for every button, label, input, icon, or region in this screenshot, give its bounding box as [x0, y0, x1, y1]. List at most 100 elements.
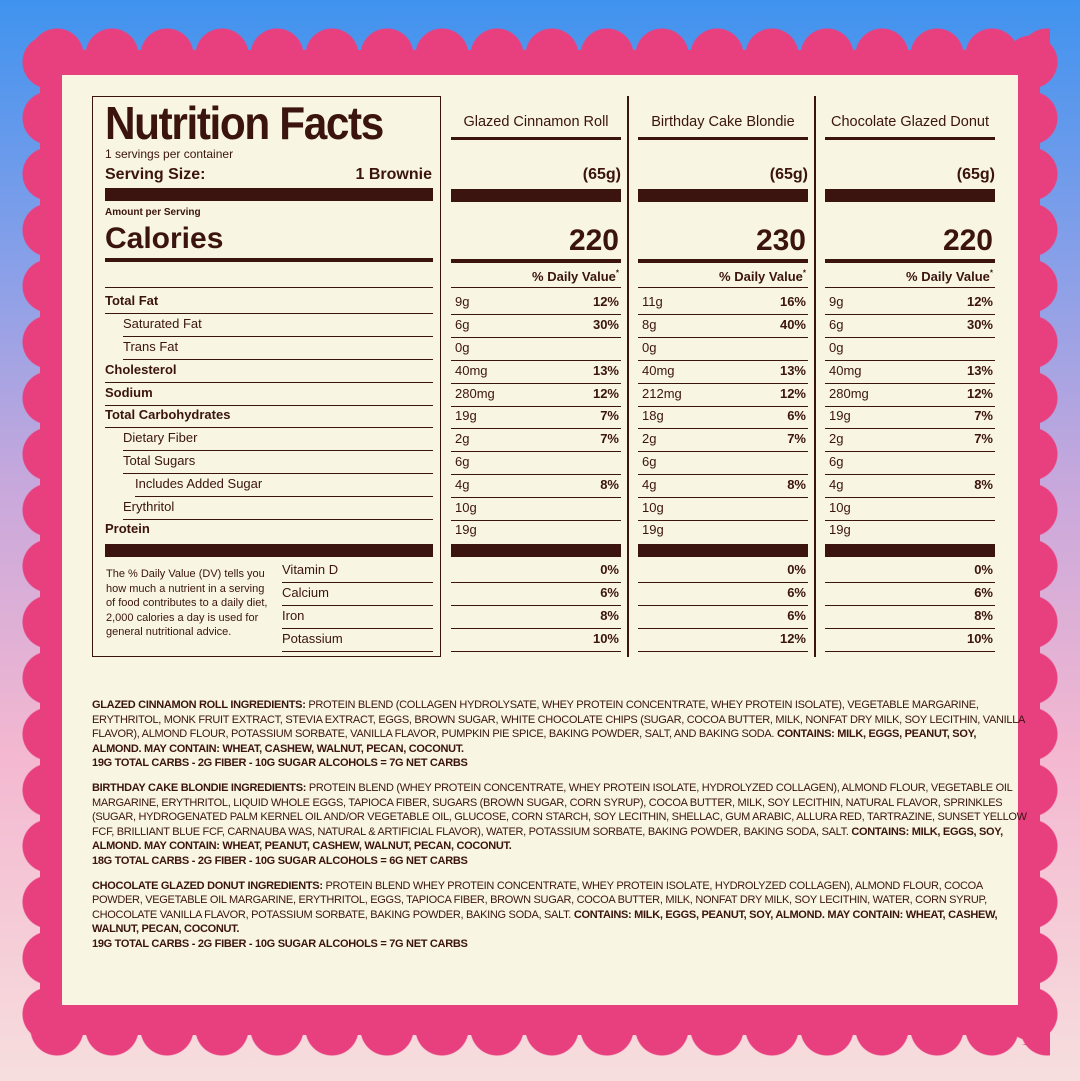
rule — [825, 605, 995, 606]
daily-value-percent: 7% — [600, 431, 619, 446]
rule — [638, 383, 808, 384]
rule — [825, 137, 995, 140]
allergen-statement: Contains: Milk, Eggs, Peanut, Soy, Almon… — [92, 728, 977, 755]
ingredients-block: Chocolate Glazed Donut Ingredients: Prot… — [92, 879, 1027, 952]
daily-value-percent: 13% — [592, 363, 619, 378]
servings-per-container: 1 servings per container — [105, 147, 234, 161]
nutrient-amount: 6g — [455, 317, 470, 332]
net-carbs: 18G Total Carbs - 2G Fiber - 10G Sugar A… — [92, 854, 468, 867]
vitamin-percent: 8% — [600, 608, 619, 623]
nutrient-amount: 0g — [829, 340, 844, 355]
vitamin-percent: 0% — [600, 562, 619, 577]
rule — [825, 406, 995, 407]
daily-value-percent: 6% — [787, 408, 806, 423]
vitamin-percent: 0% — [974, 562, 993, 577]
nutrient-label: Total Fat — [105, 293, 159, 308]
rule — [638, 628, 808, 629]
rule — [451, 474, 621, 475]
nutrient-amount: 10g — [455, 500, 477, 515]
rule — [451, 428, 621, 429]
rule — [638, 360, 808, 361]
daily-value-percent: 16% — [779, 294, 806, 309]
ingredients-section: Glazed Cinnamon Roll Ingredients: Protei… — [92, 698, 1027, 952]
nutrient-amount: 10g — [642, 500, 664, 515]
rule — [638, 582, 808, 583]
rule — [451, 337, 621, 338]
rule — [451, 605, 621, 606]
net-carbs: 19G Total Carbs - 2G Fiber - 10G Sugar A… — [92, 757, 468, 770]
calories-value: 220 — [568, 224, 619, 257]
daily-value-percent: 7% — [974, 431, 993, 446]
nutrient-amount: 6g — [829, 454, 844, 469]
rule — [638, 287, 808, 288]
daily-value-percent: 12% — [966, 294, 993, 309]
daily-value-header: % Daily Value* — [532, 269, 619, 285]
daily-value-percent: 30% — [966, 317, 993, 332]
ingredients-list: Protein Blend (Whey Protein Concentrate,… — [92, 781, 1027, 838]
daily-value-percent: 12% — [966, 386, 993, 401]
rule — [638, 605, 808, 606]
thick-rule — [105, 544, 433, 557]
rule — [105, 313, 433, 314]
vitamin-percent: 6% — [974, 585, 993, 600]
column-divider — [814, 96, 816, 657]
rule — [451, 314, 621, 315]
rule — [825, 383, 995, 384]
rule — [451, 582, 621, 583]
rule — [825, 628, 995, 629]
thick-rule — [638, 544, 808, 557]
nutrient-amount: 19g — [455, 522, 477, 537]
label-panel — [62, 75, 1018, 1005]
vitamin-label: Calcium — [282, 585, 329, 600]
allergen-statement: Contains: Milk, Eggs, Peanut, Soy, Almon… — [92, 908, 998, 936]
rule — [638, 474, 808, 475]
product-name: Birthday Cake Blondie — [651, 114, 795, 130]
vitamin-percent: 10% — [592, 631, 619, 646]
vitamin-percent: 0% — [787, 562, 806, 577]
daily-value-percent: 12% — [779, 386, 806, 401]
nutrient-amount: 6g — [455, 454, 470, 469]
nutrient-label: Trans Fat — [123, 339, 179, 354]
rule — [451, 383, 621, 384]
nutrient-amount: 10g — [829, 500, 851, 515]
nutrient-amount: 40mg — [829, 363, 862, 378]
nutrient-amount: 280mg — [829, 386, 869, 401]
nutrition-facts-box — [92, 96, 441, 657]
thick-rule — [638, 189, 808, 202]
daily-value-percent: 13% — [966, 363, 993, 378]
rule — [638, 314, 808, 315]
nutrient-amount: 4g — [455, 477, 470, 492]
nutrient-label: Includes Added Sugar — [135, 476, 263, 491]
nutrient-amount: 280mg — [455, 386, 495, 401]
rule — [282, 651, 433, 652]
rule — [451, 520, 621, 521]
rule — [282, 582, 433, 583]
rule — [451, 406, 621, 407]
daily-value-percent: 8% — [787, 477, 806, 492]
rule — [105, 405, 433, 406]
serving-weight: (65g) — [956, 166, 995, 183]
rule — [638, 337, 808, 338]
rule — [451, 651, 621, 652]
column-divider — [627, 96, 629, 657]
nutrient-amount: 9g — [455, 294, 470, 309]
nutrient-label: Total Carbohydrates — [105, 407, 231, 422]
nutrient-amount: 0g — [642, 340, 657, 355]
thick-rule — [105, 188, 433, 201]
daily-value-percent: 7% — [787, 431, 806, 446]
nutrient-label: Dietary Fiber — [123, 430, 198, 445]
daily-value-header-text: % Daily Value — [906, 269, 990, 284]
nutrient-amount: 19g — [642, 522, 664, 537]
vitamin-percent: 6% — [787, 585, 806, 600]
rule — [825, 497, 995, 498]
daily-value-percent: 7% — [600, 408, 619, 423]
nutrient-amount: 6g — [642, 454, 657, 469]
ingredients-block: Glazed Cinnamon Roll Ingredients: Protei… — [92, 698, 1027, 771]
rule — [638, 651, 808, 652]
rule — [105, 287, 433, 288]
vitamin-percent: 6% — [787, 608, 806, 623]
serving-size-value: 1 Brownie — [355, 166, 432, 183]
vitamin-percent: 6% — [600, 585, 619, 600]
nutrient-amount: 2g — [455, 431, 470, 446]
vitamin-label: Potassium — [282, 631, 343, 646]
